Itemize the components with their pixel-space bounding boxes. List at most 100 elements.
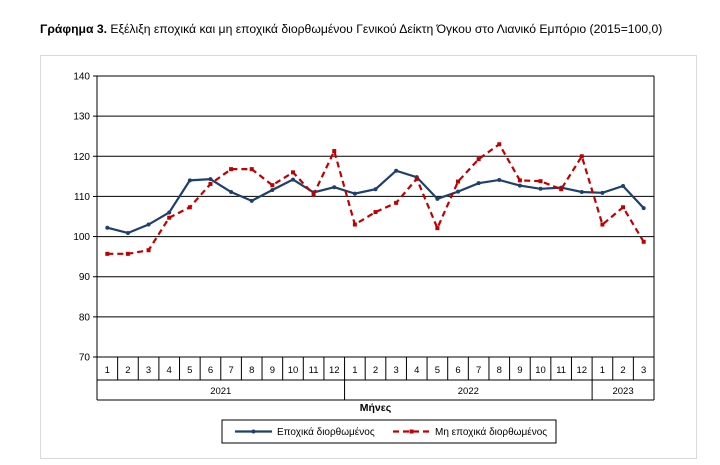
data-point — [290, 177, 295, 182]
year-label: 2022 — [458, 386, 479, 397]
x-tick-label: 6 — [208, 365, 213, 376]
series-line-1 — [107, 169, 645, 235]
x-tick-label: 9 — [517, 365, 522, 376]
x-tick-label: 4 — [414, 365, 419, 376]
data-point — [373, 210, 378, 215]
title-label: Γράφημα 3. — [40, 22, 108, 36]
data-point — [105, 225, 110, 230]
data-point — [579, 190, 584, 195]
data-point — [167, 215, 172, 220]
y-tick-label: 70 — [79, 353, 91, 364]
data-point — [641, 206, 646, 211]
data-point — [394, 168, 399, 173]
x-tick-label: 2 — [620, 365, 625, 376]
data-point — [187, 205, 192, 210]
x-tick-label: 6 — [455, 365, 460, 376]
data-point — [332, 185, 337, 190]
data-point — [187, 178, 192, 183]
data-point — [600, 222, 605, 227]
x-tick-label: 5 — [435, 365, 440, 376]
data-point — [352, 191, 357, 196]
legend-label: Εποχικά διορθωμένος — [277, 426, 375, 438]
legend-label: Μη εποχικά διορθωμένος — [435, 426, 547, 438]
x-tick-label: 3 — [393, 365, 398, 376]
y-tick-label: 110 — [74, 192, 90, 203]
title-text: Εξέλιξη εποχικά και μη εποχικά διορθωμέν… — [107, 22, 663, 36]
data-point — [373, 187, 378, 192]
data-point — [146, 248, 151, 253]
legend-marker — [251, 429, 256, 434]
data-point — [517, 178, 522, 183]
x-tick-label: 1 — [352, 365, 357, 376]
x-tick-label: 12 — [577, 365, 588, 376]
data-point — [476, 181, 481, 186]
data-point — [497, 142, 502, 147]
data-point — [621, 205, 626, 210]
data-point — [290, 170, 295, 175]
x-tick-label: 7 — [476, 365, 481, 376]
x-tick-label: 5 — [187, 365, 192, 376]
data-point — [125, 251, 130, 256]
chart-title: Γράφημα 3. Εξέλιξη εποχικά και μη εποχικ… — [40, 22, 662, 36]
data-point — [229, 167, 234, 172]
data-point — [125, 230, 130, 235]
data-point — [579, 154, 584, 159]
x-tick-label: 8 — [497, 365, 502, 376]
data-point — [641, 239, 646, 244]
y-tick-label: 80 — [79, 312, 91, 323]
data-point — [270, 188, 275, 193]
data-point — [456, 189, 461, 194]
y-tick-label: 140 — [73, 72, 90, 83]
data-point — [311, 192, 316, 197]
x-tick-label: 10 — [535, 365, 546, 376]
data-point — [249, 198, 254, 203]
x-tick-label: 11 — [309, 365, 319, 376]
data-point — [229, 190, 234, 195]
data-point — [332, 149, 337, 154]
data-point — [435, 196, 440, 201]
data-point — [517, 183, 522, 188]
x-tick-label: 2 — [125, 365, 130, 376]
data-point — [538, 179, 543, 184]
data-point — [394, 200, 399, 205]
data-point — [208, 177, 213, 182]
year-label: 2021 — [210, 386, 231, 397]
data-point — [621, 183, 626, 188]
data-point — [435, 226, 440, 231]
y-tick-label: 120 — [73, 152, 90, 163]
x-tick-label: 1 — [105, 365, 110, 376]
y-tick-label: 100 — [73, 232, 90, 243]
x-axis-label: Μήνες — [360, 402, 392, 414]
series-line-2 — [107, 142, 645, 255]
legend-marker — [409, 429, 414, 434]
data-point — [600, 190, 605, 195]
data-point — [270, 183, 275, 188]
data-point — [538, 186, 543, 191]
data-point — [497, 177, 502, 182]
x-tick-label: 2 — [373, 365, 378, 376]
data-point — [414, 176, 419, 181]
x-tick-label: 11 — [556, 365, 566, 376]
data-point — [456, 179, 461, 184]
x-tick-label: 9 — [270, 365, 275, 376]
data-point — [352, 222, 357, 227]
x-tick-label: 4 — [167, 365, 172, 376]
data-point — [167, 210, 172, 215]
legend — [221, 419, 557, 444]
x-tick-label: 10 — [288, 365, 299, 376]
x-tick-label: 8 — [249, 365, 254, 376]
data-point — [559, 187, 564, 192]
x-tick-label: 3 — [641, 365, 646, 376]
chart-frame — [40, 55, 697, 459]
data-point — [208, 181, 213, 186]
y-tick-label: 90 — [79, 272, 91, 283]
x-tick-label: 1 — [600, 365, 605, 376]
x-tick-label: 12 — [329, 365, 340, 376]
year-label: 2023 — [612, 386, 633, 397]
x-tick-label: 3 — [146, 365, 151, 376]
data-point — [249, 167, 254, 172]
data-point — [476, 157, 481, 162]
data-point — [146, 222, 151, 227]
y-tick-label: 130 — [73, 112, 90, 123]
